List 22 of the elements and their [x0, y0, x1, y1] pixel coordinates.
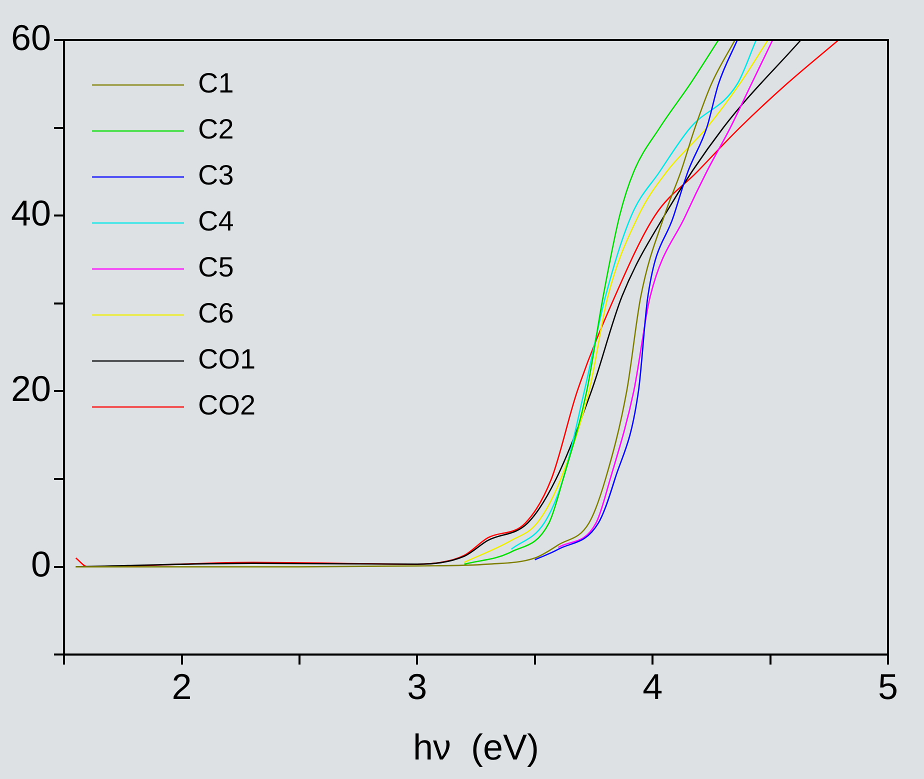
line-series [534, 40, 738, 560]
legend-label: C3 [198, 160, 234, 191]
x-tick-label: 2 [172, 666, 192, 708]
y-tick-label: 20 [10, 368, 52, 410]
y-tick-label: 60 [10, 16, 52, 58]
x-tick-label: 3 [407, 666, 428, 708]
legend-label: C1 [198, 68, 234, 99]
legend-label: C4 [198, 206, 234, 237]
x-tick-label: 5 [878, 666, 898, 708]
legend-label: C5 [198, 252, 234, 283]
y-tick-label: 40 [10, 192, 52, 234]
y-tick-label: 0 [31, 544, 52, 585]
legend-label: C6 [198, 298, 234, 329]
line-series [464, 40, 769, 564]
x-tick-label: 4 [642, 666, 663, 708]
legend-label: C2 [198, 114, 234, 145]
line-series [558, 40, 774, 548]
x-axis-title: hν (eV) [413, 726, 540, 768]
line-series [464, 40, 720, 565]
legend-label: CO1 [198, 344, 256, 375]
line-series [510, 40, 757, 550]
legend-label: CO2 [198, 390, 256, 421]
